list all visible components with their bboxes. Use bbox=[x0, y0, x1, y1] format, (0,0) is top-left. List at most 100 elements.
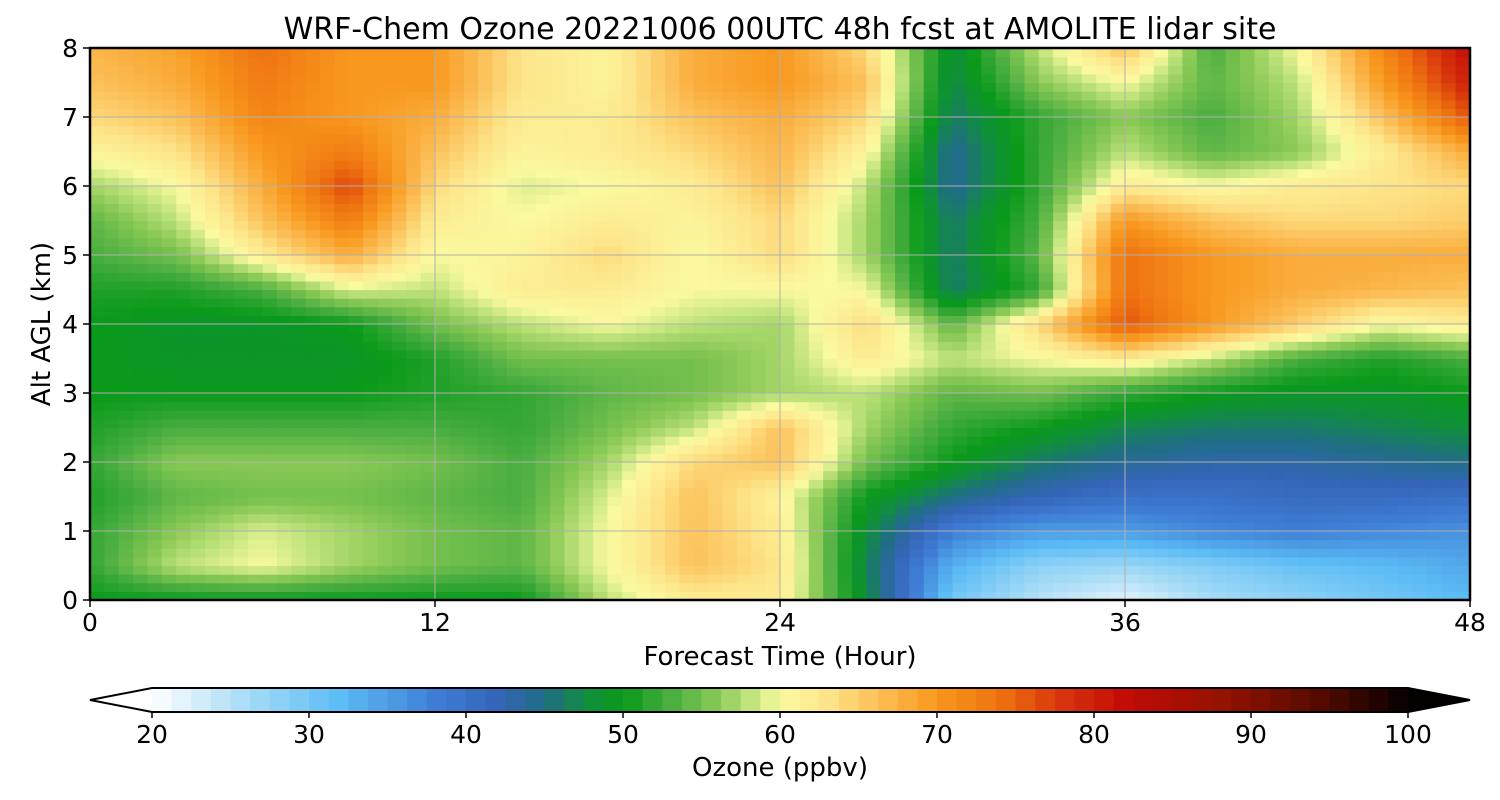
ozone-cell bbox=[636, 177, 652, 187]
ozone-cell bbox=[161, 582, 177, 592]
ozone-cell bbox=[837, 453, 853, 463]
ozone-cell bbox=[880, 556, 896, 567]
ozone-cell bbox=[808, 531, 824, 541]
ozone-cell bbox=[406, 203, 422, 213]
ozone-cell bbox=[607, 229, 623, 239]
ozone-cell bbox=[1153, 263, 1169, 273]
ozone-cell bbox=[938, 349, 954, 360]
ozone-cell bbox=[233, 384, 249, 394]
ozone-cell bbox=[478, 531, 494, 541]
ozone-cell bbox=[90, 556, 105, 567]
ozone-cell bbox=[449, 263, 465, 273]
ozone-cell bbox=[291, 393, 307, 403]
ozone-cell bbox=[1326, 211, 1342, 222]
ozone-cell bbox=[1096, 177, 1112, 187]
ozone-cell bbox=[564, 539, 580, 549]
ozone-cell bbox=[248, 272, 264, 282]
ozone-cell bbox=[291, 496, 307, 506]
ozone-cell bbox=[1182, 522, 1198, 532]
ozone-cell bbox=[1383, 151, 1399, 161]
ozone-cell bbox=[808, 427, 824, 437]
ozone-cell bbox=[1383, 462, 1399, 472]
ozone-cell bbox=[1211, 574, 1227, 584]
ozone-cell bbox=[722, 539, 738, 549]
ozone-cell bbox=[1182, 539, 1198, 549]
ozone-cell bbox=[205, 539, 220, 549]
ozone-cell bbox=[981, 203, 997, 213]
ozone-cell bbox=[981, 289, 997, 299]
ozone-cell bbox=[161, 401, 177, 411]
ozone-cell bbox=[305, 246, 321, 256]
ozone-cell bbox=[593, 315, 609, 325]
ozone-cell bbox=[248, 479, 264, 489]
ozone-cell bbox=[118, 272, 134, 282]
ozone-cell bbox=[650, 410, 666, 420]
ozone-cell bbox=[291, 436, 307, 446]
ozone-cell bbox=[665, 427, 680, 437]
ozone-cell bbox=[1326, 410, 1342, 420]
ozone-cell bbox=[794, 375, 810, 385]
ozone-cell bbox=[1240, 289, 1255, 299]
ozone-cell bbox=[1383, 444, 1399, 454]
ozone-cell bbox=[593, 324, 609, 334]
ozone-cell bbox=[276, 410, 292, 420]
ozone-cell bbox=[1355, 582, 1370, 592]
ozone-cell bbox=[363, 177, 379, 187]
ozone-cell bbox=[650, 194, 666, 204]
ozone-cell bbox=[1455, 513, 1471, 523]
ozone-cell bbox=[1340, 220, 1356, 230]
ozone-cell bbox=[895, 358, 910, 368]
ozone-cell bbox=[1398, 556, 1414, 567]
ozone-cell bbox=[1283, 582, 1299, 592]
ozone-cell bbox=[1369, 237, 1385, 247]
ozone-cell bbox=[1297, 582, 1313, 592]
ozone-cell bbox=[1139, 410, 1155, 420]
ozone-cell bbox=[550, 272, 565, 282]
ozone-cell bbox=[665, 591, 680, 601]
ozone-cell bbox=[1168, 186, 1184, 196]
ozone-cell bbox=[621, 539, 637, 549]
ozone-cell bbox=[923, 582, 939, 592]
ozone-cell bbox=[665, 229, 680, 239]
ozone-cell bbox=[1383, 582, 1399, 592]
ozone-cell bbox=[693, 505, 709, 515]
ozone-cell bbox=[1326, 591, 1342, 601]
ozone-cell bbox=[823, 444, 839, 454]
ozone-cell bbox=[1010, 168, 1025, 178]
ozone-cell bbox=[1211, 548, 1227, 558]
ozone-cell bbox=[938, 151, 954, 161]
ozone-cell bbox=[952, 565, 968, 575]
ozone-cell bbox=[1110, 211, 1126, 222]
ozone-cell bbox=[607, 487, 623, 498]
ozone-cell bbox=[736, 427, 752, 437]
ozone-cell bbox=[291, 548, 307, 558]
ozone-cell bbox=[478, 367, 494, 377]
ozone-cell bbox=[133, 453, 149, 463]
ozone-cell bbox=[248, 436, 264, 446]
ozone-cell bbox=[506, 453, 522, 463]
ozone-cell bbox=[909, 280, 925, 291]
ozone-cell bbox=[708, 462, 724, 472]
ozone-cell bbox=[995, 220, 1011, 230]
ozone-cell bbox=[866, 255, 882, 265]
ozone-cell bbox=[90, 565, 105, 575]
ozone-cell bbox=[176, 513, 192, 523]
ozone-cell bbox=[952, 289, 968, 299]
ozone-cell bbox=[305, 211, 321, 222]
ozone-cell bbox=[492, 203, 508, 213]
ozone-cell bbox=[1153, 513, 1169, 523]
ozone-cell bbox=[621, 375, 637, 385]
ozone-cell bbox=[650, 522, 666, 532]
ozone-cell bbox=[406, 574, 422, 584]
ozone-cell bbox=[1038, 298, 1054, 308]
ozone-cell bbox=[176, 462, 192, 472]
ozone-cell bbox=[1110, 522, 1126, 532]
ozone-cell bbox=[506, 531, 522, 541]
ozone-cell bbox=[435, 418, 450, 429]
ozone-cell bbox=[291, 168, 307, 178]
ozone-cell bbox=[334, 194, 350, 204]
ozone-cell bbox=[1398, 574, 1414, 584]
ozone-cell bbox=[363, 349, 379, 360]
ozone-cell bbox=[133, 211, 149, 222]
ozone-cell bbox=[995, 539, 1011, 549]
